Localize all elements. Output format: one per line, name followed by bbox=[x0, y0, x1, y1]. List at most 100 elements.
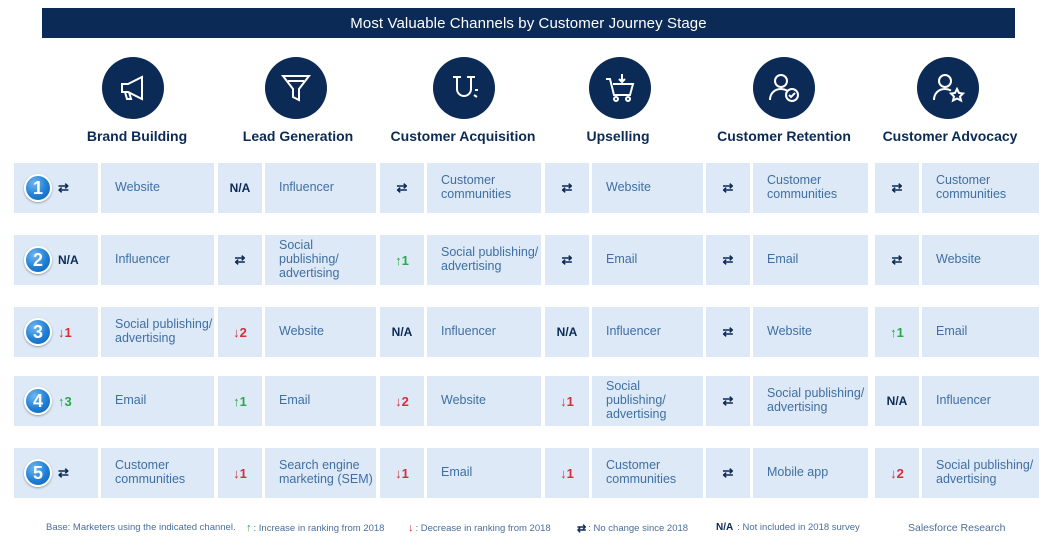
footer-base: Base: Marketers using the indicated chan… bbox=[46, 522, 236, 533]
legend-up: ↑ : Increase in ranking from 2018 bbox=[246, 522, 384, 534]
trend-mark: ↓1 bbox=[233, 465, 247, 481]
channel-name: Email bbox=[936, 324, 968, 339]
trend-cell: ⇄ bbox=[706, 376, 750, 426]
trend-mark: ↑1 bbox=[233, 393, 247, 409]
trend-cell: ↓1 bbox=[380, 448, 424, 498]
trend-cell: N/A bbox=[218, 163, 262, 213]
channel-name: Website bbox=[441, 393, 486, 408]
channel-cell: Customer communities bbox=[592, 448, 703, 498]
channel-name: Social publishing/ advertising bbox=[936, 458, 1034, 486]
stage-label: Lead Generation bbox=[242, 128, 354, 144]
trend-mark: ⇄ bbox=[396, 180, 408, 195]
channel-name: Mobile app bbox=[767, 465, 829, 480]
rank-number: 4 bbox=[24, 387, 52, 415]
trend-mark: ↑1 bbox=[890, 324, 904, 340]
stage-label: Customer Acquisition bbox=[390, 128, 536, 144]
channel-name: Customer communities bbox=[441, 173, 512, 201]
channel-name: Social publishing/ advertising bbox=[115, 317, 213, 345]
legend-same-text: : No change since 2018 bbox=[588, 523, 689, 534]
channel-cell: Social publishing/ advertising bbox=[427, 235, 541, 285]
channel-cell: Influencer bbox=[592, 307, 703, 357]
trend-mark: ↓2 bbox=[233, 324, 247, 340]
channel-name: Influencer bbox=[606, 324, 661, 339]
trend-cell: ↑1 bbox=[875, 307, 919, 357]
trend-mark: N/A bbox=[229, 181, 251, 195]
channel-name: Customer communities bbox=[115, 458, 186, 486]
channel-cell: Email bbox=[427, 448, 541, 498]
trend-cell: N/A bbox=[380, 307, 424, 357]
stage-label: Customer Retention bbox=[717, 128, 851, 144]
stage-label: Upselling bbox=[586, 128, 650, 144]
channel-cell: Customer communities bbox=[427, 163, 541, 213]
channel-name: Social publishing/ advertising bbox=[279, 238, 340, 280]
page-title: Most Valuable Channels by Customer Journ… bbox=[42, 8, 1015, 38]
channel-cell: Customer communities bbox=[753, 163, 868, 213]
megaphone-icon bbox=[102, 57, 164, 119]
legend-down-text: : Decrease in ranking from 2018 bbox=[415, 522, 551, 534]
channel-cell: Website bbox=[753, 307, 868, 357]
channel-name: Email bbox=[606, 252, 638, 267]
trend-cell: ⇄ bbox=[545, 163, 589, 213]
trend-cell: ↓2 bbox=[218, 307, 262, 357]
trend-cell: ↓1 bbox=[218, 448, 262, 498]
channel-name: Search engine marketing (SEM) bbox=[279, 458, 373, 486]
channel-cell: Email bbox=[753, 235, 868, 285]
legend-same: ⇄ : No change since 2018 bbox=[577, 522, 688, 535]
channel-cell: Customer communities bbox=[922, 163, 1039, 213]
channel-cell: Email bbox=[922, 307, 1039, 357]
channel-name: Website bbox=[279, 324, 324, 339]
channel-name: Social publishing/ advertising bbox=[441, 245, 539, 273]
trend-mark: ⇄ bbox=[722, 465, 734, 480]
channel-name: Website bbox=[767, 324, 812, 339]
rank-cell: 4 ↑3 bbox=[14, 376, 98, 426]
arrow-down-icon: ↓ bbox=[408, 522, 414, 534]
channel-name: Email bbox=[767, 252, 799, 267]
trend-mark: ↓2 bbox=[395, 393, 409, 409]
trend-cell: ⇄ bbox=[380, 163, 424, 213]
rank-cell: 5 ⇄ bbox=[14, 448, 98, 498]
trend-mark: N/A bbox=[886, 394, 908, 408]
funnel-icon bbox=[265, 57, 327, 119]
channel-name: Website bbox=[115, 180, 160, 195]
channel-cell: Mobile app bbox=[753, 448, 868, 498]
trend-mark: ↓1 bbox=[58, 324, 72, 340]
channel-cell: Search engine marketing (SEM) bbox=[265, 448, 376, 498]
rank-cell: 2 N/A bbox=[14, 235, 98, 285]
legend-na: N/A : Not included in 2018 survey bbox=[716, 522, 860, 533]
rank-number: 1 bbox=[24, 174, 52, 202]
trend-cell: ⇄ bbox=[875, 163, 919, 213]
channel-name: Customer communities bbox=[606, 458, 677, 486]
magnet-icon bbox=[433, 57, 495, 119]
channel-name: Customer communities bbox=[767, 173, 838, 201]
channel-name: Influencer bbox=[279, 180, 334, 195]
trend-mark: N/A bbox=[58, 253, 79, 267]
na-symbol: N/A bbox=[716, 522, 734, 533]
channel-name: Website bbox=[936, 252, 981, 267]
channel-cell: Influencer bbox=[427, 307, 541, 357]
channel-cell: Influencer bbox=[265, 163, 376, 213]
trend-mark: ↓2 bbox=[890, 465, 904, 481]
trend-cell: ↓2 bbox=[875, 448, 919, 498]
trend-cell: N/A bbox=[545, 307, 589, 357]
trend-cell: ↓1 bbox=[545, 448, 589, 498]
channel-name: Email bbox=[279, 393, 311, 408]
arrow-up-icon: ↑ bbox=[246, 522, 252, 534]
channel-cell: Website bbox=[265, 307, 376, 357]
trend-mark: ⇄ bbox=[722, 180, 734, 195]
legend-na-text: : Not included in 2018 survey bbox=[737, 522, 860, 533]
trend-mark: ↓1 bbox=[560, 465, 574, 481]
trend-cell: ↓2 bbox=[380, 376, 424, 426]
trend-cell: ↑1 bbox=[218, 376, 262, 426]
trend-mark: ⇄ bbox=[891, 252, 903, 267]
channel-cell: Influencer bbox=[101, 235, 214, 285]
channel-cell: Email bbox=[592, 235, 703, 285]
trend-mark: ↓1 bbox=[395, 465, 409, 481]
rank-number: 2 bbox=[24, 246, 52, 274]
shopping-cart-icon bbox=[589, 57, 651, 119]
trend-cell: ⇄ bbox=[706, 235, 750, 285]
trend-cell: ⇄ bbox=[218, 235, 262, 285]
channel-cell: Social publishing/ advertising bbox=[101, 307, 214, 357]
trend-mark: ⇄ bbox=[58, 465, 69, 480]
stage-label: Brand Building bbox=[86, 128, 188, 144]
trend-cell: ↑1 bbox=[380, 235, 424, 285]
